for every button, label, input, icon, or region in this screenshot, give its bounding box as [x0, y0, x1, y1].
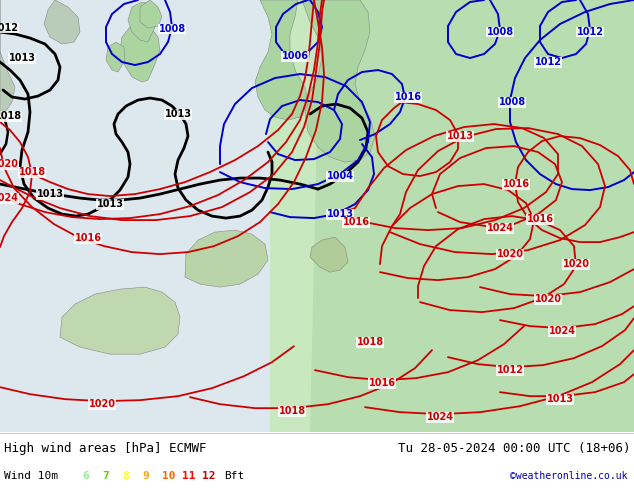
Text: 1016: 1016	[342, 217, 370, 227]
Text: 1008: 1008	[158, 24, 186, 34]
Text: 1020: 1020	[562, 259, 590, 269]
Text: 1013: 1013	[37, 189, 63, 199]
Text: 1016: 1016	[526, 214, 553, 224]
Text: 1012: 1012	[534, 57, 562, 67]
Polygon shape	[185, 230, 268, 287]
Text: 7: 7	[102, 471, 109, 481]
Polygon shape	[0, 0, 310, 432]
Polygon shape	[270, 0, 320, 432]
Text: 9: 9	[142, 471, 149, 481]
Text: 1012: 1012	[496, 365, 524, 375]
Text: 1016: 1016	[75, 233, 101, 243]
Text: 1016: 1016	[394, 92, 422, 102]
Polygon shape	[0, 0, 15, 122]
Text: 1013: 1013	[547, 394, 574, 404]
Polygon shape	[302, 0, 375, 162]
Text: 1013: 1013	[327, 209, 354, 219]
Text: High wind areas [hPa] ECMWF: High wind areas [hPa] ECMWF	[4, 441, 207, 455]
Polygon shape	[106, 42, 125, 72]
Text: 1020: 1020	[534, 294, 562, 304]
Text: 1013: 1013	[164, 109, 191, 119]
Text: 1024: 1024	[548, 326, 576, 336]
Polygon shape	[120, 24, 160, 82]
Polygon shape	[255, 0, 308, 120]
Polygon shape	[140, 0, 162, 28]
Text: 1016: 1016	[368, 378, 396, 388]
Text: 1004: 1004	[327, 171, 354, 181]
Text: 10: 10	[162, 471, 176, 481]
Text: 1018: 1018	[356, 337, 384, 347]
Text: 1013: 1013	[8, 53, 36, 63]
Polygon shape	[128, 2, 158, 42]
Text: Tu 28-05-2024 00:00 UTC (18+06): Tu 28-05-2024 00:00 UTC (18+06)	[398, 441, 630, 455]
Text: 1018: 1018	[0, 111, 22, 121]
Text: 1018: 1018	[18, 167, 46, 177]
Text: Wind 10m: Wind 10m	[4, 471, 58, 481]
Polygon shape	[44, 0, 80, 44]
Text: 1013: 1013	[96, 199, 124, 209]
Text: 11: 11	[182, 471, 195, 481]
Polygon shape	[295, 0, 634, 432]
Text: 1024: 1024	[0, 193, 18, 203]
Text: 1016: 1016	[503, 179, 529, 189]
Text: 12: 12	[202, 471, 216, 481]
Text: 1020: 1020	[0, 159, 18, 169]
Text: 1024: 1024	[486, 223, 514, 233]
Text: 1006: 1006	[281, 51, 309, 61]
Text: ©weatheronline.co.uk: ©weatheronline.co.uk	[510, 471, 628, 481]
Text: 8: 8	[122, 471, 129, 481]
Polygon shape	[60, 287, 180, 354]
Text: 1013: 1013	[446, 131, 474, 141]
Text: Bft: Bft	[224, 471, 244, 481]
Text: 1008: 1008	[498, 97, 526, 107]
Polygon shape	[310, 237, 348, 272]
Text: 1020: 1020	[89, 399, 115, 409]
Text: 1018: 1018	[278, 406, 306, 416]
Text: 1020: 1020	[496, 249, 524, 259]
Text: 1008: 1008	[486, 27, 514, 37]
Text: 1024: 1024	[427, 412, 453, 422]
Text: 6: 6	[82, 471, 89, 481]
Text: 1012: 1012	[0, 23, 18, 33]
Text: 1012: 1012	[576, 27, 604, 37]
